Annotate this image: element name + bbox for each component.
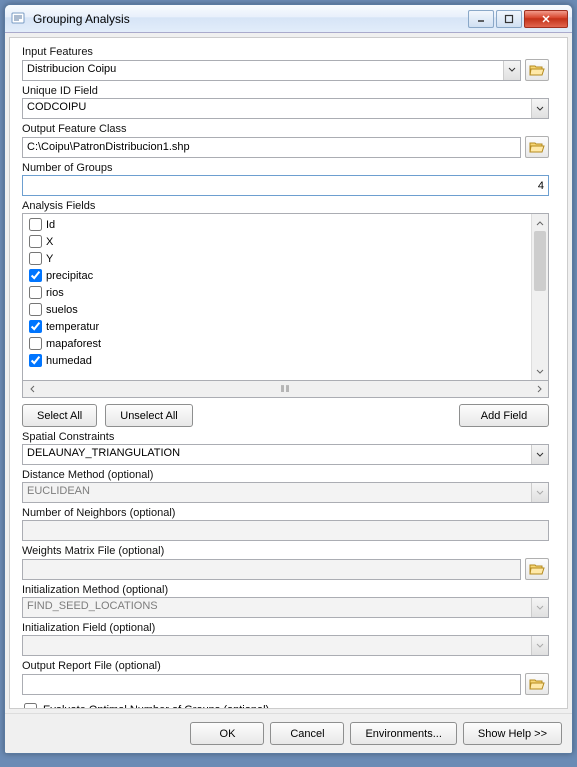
scroll-down-icon — [532, 363, 548, 380]
chevron-down-icon — [531, 445, 548, 464]
analysis-field-item[interactable]: suelos — [27, 301, 527, 318]
dialog-window: Grouping Analysis Input Features Distrib… — [4, 4, 573, 754]
analysis-field-label: Id — [46, 219, 55, 231]
spatial-constraints-combo[interactable]: DELAUNAY_TRIANGULATION — [22, 444, 549, 465]
output-feature-class-input[interactable] — [22, 137, 521, 158]
select-all-button[interactable]: Select All — [22, 404, 97, 427]
chevron-down-icon — [531, 99, 548, 118]
analysis-field-checkbox[interactable] — [29, 286, 42, 299]
folder-open-icon — [529, 562, 545, 576]
ok-button[interactable]: OK — [190, 722, 264, 745]
chevron-down-icon — [531, 636, 548, 655]
analysis-field-checkbox[interactable] — [29, 252, 42, 265]
number-of-neighbors-label: Number of Neighbors (optional) — [22, 507, 549, 519]
show-help-button[interactable]: Show Help >> — [463, 722, 562, 745]
unique-id-field-label: Unique ID Field — [22, 85, 549, 97]
output-report-file-label: Output Report File (optional) — [22, 660, 549, 672]
horizontal-scrollbar[interactable]: ⦀⦀ — [22, 381, 549, 398]
titlebar: Grouping Analysis — [5, 5, 572, 33]
cancel-button[interactable]: Cancel — [270, 722, 344, 745]
analysis-field-item[interactable]: temperatur — [27, 318, 527, 335]
analysis-field-item[interactable]: X — [27, 233, 527, 250]
analysis-field-item[interactable]: rios — [27, 284, 527, 301]
initialization-field-label: Initialization Field (optional) — [22, 622, 549, 634]
analysis-field-item[interactable]: Y — [27, 250, 527, 267]
analysis-field-checkbox[interactable] — [29, 235, 42, 248]
output-report-file-input[interactable] — [22, 674, 521, 695]
number-of-groups-input[interactable] — [22, 175, 549, 196]
scroll-right-icon — [531, 381, 548, 397]
add-field-button[interactable]: Add Field — [459, 404, 549, 427]
scroll-up-icon — [532, 214, 548, 231]
window-controls — [468, 10, 568, 28]
output-feature-class-browse-button[interactable] — [525, 136, 549, 158]
analysis-field-label: suelos — [46, 304, 78, 316]
analysis-field-checkbox[interactable] — [29, 337, 42, 350]
analysis-field-checkbox[interactable] — [29, 269, 42, 282]
analysis-field-label: X — [46, 236, 53, 248]
analysis-field-checkbox[interactable] — [29, 303, 42, 316]
analysis-field-item[interactable]: mapaforest — [27, 335, 527, 352]
input-features-label: Input Features — [22, 46, 549, 58]
folder-open-icon — [529, 677, 545, 691]
distance-method-label: Distance Method (optional) — [22, 469, 549, 481]
analysis-field-label: temperatur — [46, 321, 99, 333]
initialization-field-combo — [22, 635, 549, 656]
minimize-button[interactable] — [468, 10, 494, 28]
scroll-left-icon — [23, 381, 40, 397]
initialization-method-label: Initialization Method (optional) — [22, 584, 549, 596]
analysis-field-item[interactable]: Id — [27, 216, 527, 233]
content-panel: Input Features Distribucion Coipu Unique… — [9, 37, 568, 709]
analysis-field-label: precipitac — [46, 270, 93, 282]
analysis-fields-list[interactable]: Id XYprecipitac rios suelos temperatur mapafo… — [22, 213, 549, 381]
analysis-field-checkbox[interactable] — [29, 354, 42, 367]
close-button[interactable] — [524, 10, 568, 28]
evaluate-optimal-checkbox[interactable] — [24, 703, 37, 709]
evaluate-optimal-label: Evaluate Optimal Number of Groups (optio… — [43, 704, 269, 710]
analysis-field-label: humedad — [46, 355, 92, 367]
unselect-all-button[interactable]: Unselect All — [105, 404, 192, 427]
spatial-constraints-label: Spatial Constraints — [22, 431, 549, 443]
chevron-down-icon — [531, 598, 548, 617]
unique-id-field-combo[interactable]: CODCOIPU — [22, 98, 549, 119]
number-of-groups-label: Number of Groups — [22, 162, 549, 174]
folder-open-icon — [529, 63, 545, 77]
input-features-combo[interactable]: Distribucion Coipu — [22, 60, 521, 81]
analysis-fields-label: Analysis Fields — [22, 200, 549, 212]
chevron-down-icon — [531, 483, 548, 502]
analysis-field-item[interactable]: humedad — [27, 352, 527, 369]
button-bar: OK Cancel Environments... Show Help >> — [5, 713, 572, 753]
input-features-browse-button[interactable] — [525, 59, 549, 81]
distance-method-combo: EUCLIDEAN — [22, 482, 549, 503]
analysis-field-item[interactable]: precipitac — [27, 267, 527, 284]
chevron-down-icon — [503, 61, 520, 80]
folder-open-icon — [529, 140, 545, 154]
analysis-field-checkbox[interactable] — [29, 320, 42, 333]
environments-button[interactable]: Environments... — [350, 722, 456, 745]
output-feature-class-label: Output Feature Class — [22, 123, 549, 135]
weights-matrix-file-input — [22, 559, 521, 580]
analysis-field-label: Y — [46, 253, 53, 265]
vertical-scrollbar[interactable] — [531, 214, 548, 380]
analysis-field-label: mapaforest — [46, 338, 101, 350]
number-of-neighbors-input — [22, 520, 549, 541]
initialization-method-combo: FIND_SEED_LOCATIONS — [22, 597, 549, 618]
analysis-field-label: rios — [46, 287, 64, 299]
maximize-button[interactable] — [496, 10, 522, 28]
weights-matrix-file-browse-button[interactable] — [525, 558, 549, 580]
output-report-file-browse-button[interactable] — [525, 673, 549, 695]
weights-matrix-file-label: Weights Matrix File (optional) — [22, 545, 549, 557]
app-icon — [11, 11, 27, 27]
window-title: Grouping Analysis — [33, 12, 468, 26]
analysis-field-checkbox[interactable] — [29, 218, 42, 231]
